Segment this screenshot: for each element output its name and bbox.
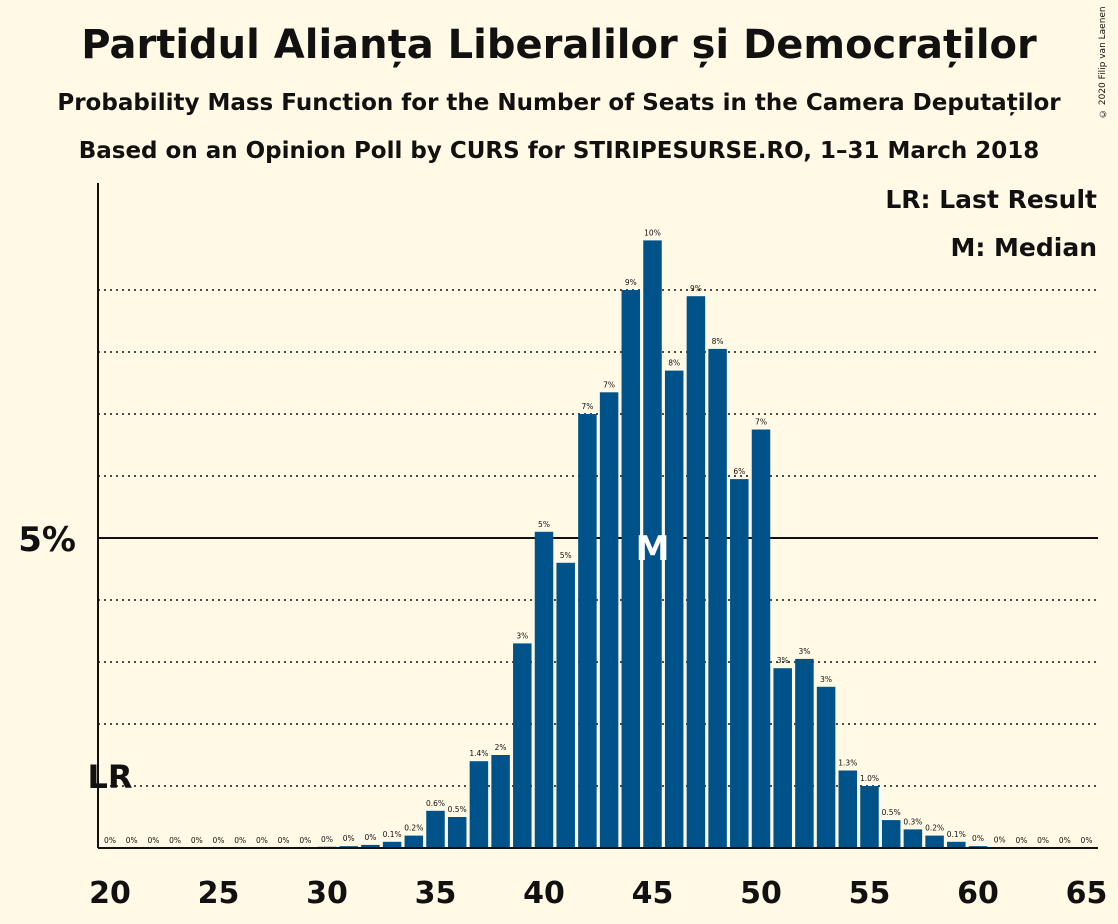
bar-value-label: 0.1%: [947, 830, 966, 839]
x-tick-label: 25: [198, 876, 240, 911]
bar-seats-54: [838, 770, 858, 848]
legend-last-result: LR: Last Result: [885, 185, 1097, 214]
bar-value-label: 9%: [625, 278, 637, 287]
bar-value-label: 0.6%: [426, 799, 445, 808]
x-tick-label: 55: [849, 876, 891, 911]
bar-value-label: 8%: [712, 337, 724, 346]
x-tick-label: 20: [89, 876, 131, 911]
bar-seats-50: [751, 429, 771, 848]
chart-subtitle: Probability Mass Function for the Number…: [57, 90, 1061, 116]
bar-value-label: 1.3%: [838, 759, 857, 768]
x-tick-labels: 20 25 30 35 40 45 50 55 60 65: [89, 876, 1107, 911]
median-marker: M: [636, 529, 670, 569]
bar-seats-43: [599, 392, 619, 848]
bar-value-label: 0%: [1015, 836, 1027, 845]
bar-labels: 0% 0% 0% 0% 0% 0% 0% 0% 0% 0% 0% 0% 0% 0.1%0.2%0.6%0.…: [104, 228, 1092, 845]
bar-value-label: 0%: [1081, 836, 1093, 845]
bar-value-label: 5%: [560, 551, 572, 560]
bar-value-label: 0%: [191, 836, 203, 845]
bar-value-label: 0%: [169, 836, 181, 845]
bar-value-label: 8%: [668, 359, 680, 368]
bar-value-label: 0%: [213, 836, 225, 845]
bar-value-label: 0.5%: [448, 805, 467, 814]
bar-seats-55: [860, 786, 879, 848]
bar-value-label: 10%: [644, 228, 661, 237]
bar-seats-38: [491, 755, 510, 848]
bar-seats-37: [469, 761, 489, 848]
bar-value-label: 0.5%: [882, 808, 901, 817]
bar-seats-42: [578, 414, 597, 848]
bar-seats-59: [947, 841, 966, 848]
bar-value-label: 0%: [972, 834, 984, 843]
bar-seats-52: [795, 658, 814, 848]
bar-seats-46: [664, 370, 684, 848]
bar-value-label: 9%: [690, 284, 702, 293]
bar-seats-58: [925, 835, 944, 848]
x-tick-label: 50: [740, 876, 782, 911]
chart-source-line: Based on an Opinion Poll by CURS for STI…: [78, 138, 1040, 164]
overlay: LR M LR: Last Result M: Median: [87, 185, 1097, 796]
legend-median: M: Median: [950, 233, 1097, 262]
x-tick-label: 65: [1066, 876, 1108, 911]
bar-value-label: 0%: [364, 833, 376, 842]
bar-value-label: 0%: [147, 836, 159, 845]
bar-seats-32: [361, 844, 380, 848]
bar-seats-51: [773, 668, 792, 848]
bar-value-label: 0%: [256, 836, 268, 845]
bar-value-label: 0%: [1037, 836, 1049, 845]
bar-seats-48: [708, 348, 727, 848]
bar-value-label: 0%: [299, 836, 311, 845]
grid-lines: [98, 289, 1098, 787]
bar-value-label: 0%: [126, 836, 138, 845]
bar-value-label: 0%: [1059, 836, 1071, 845]
bar-seats-45: [643, 240, 662, 848]
last-result-marker: LR: [87, 758, 132, 796]
bar-value-label: 0.2%: [925, 824, 944, 833]
bar-value-label: 7%: [581, 402, 593, 411]
bar-value-label: 6%: [733, 467, 745, 476]
x-tick-label: 35: [415, 876, 457, 911]
bar-value-label: 1.4%: [469, 749, 488, 758]
bar-value-label: 5%: [538, 520, 550, 529]
bars: [317, 240, 1009, 848]
axes: 5%: [18, 183, 1098, 849]
bar-seats-49: [730, 479, 749, 848]
bar-value-label: 3%: [516, 631, 528, 640]
bar-seats-53: [816, 686, 836, 848]
bar-value-label: 2%: [495, 743, 507, 752]
bar-value-label: 0%: [278, 836, 290, 845]
bar-value-label: 0.1%: [383, 830, 402, 839]
bar-value-label: 3%: [798, 647, 810, 656]
bar-value-label: 1.0%: [860, 774, 879, 783]
bar-value-label: 3%: [777, 656, 789, 665]
y-tick-label-5pct: 5%: [18, 520, 76, 560]
bar-seats-40: [534, 531, 554, 848]
bar-seats-34: [404, 835, 424, 848]
x-tick-label: 45: [632, 876, 674, 911]
bar-value-label: 0%: [994, 835, 1006, 844]
x-tick-label: 40: [523, 876, 565, 911]
bar-value-label: 0.2%: [404, 824, 423, 833]
bar-seats-47: [686, 296, 706, 848]
bar-value-label: 0%: [321, 835, 333, 844]
bar-value-label: 7%: [755, 418, 767, 427]
bar-value-label: 0%: [104, 836, 116, 845]
bar-seats-41: [556, 562, 575, 848]
bar-value-label: 7%: [603, 380, 615, 389]
bar-seats-35: [426, 810, 445, 848]
bar-seats-56: [881, 820, 901, 848]
chart-title: Partidul Alianța Liberalilor și Democraț…: [81, 22, 1037, 68]
bar-seats-57: [903, 829, 923, 848]
bar-seats-33: [382, 841, 402, 848]
bar-value-label: 0%: [234, 836, 246, 845]
bar-seats-39: [513, 643, 532, 848]
bar-value-label: 3%: [820, 675, 832, 684]
bar-seats-36: [447, 817, 467, 848]
bar-value-label: 0%: [343, 834, 355, 843]
bar-seats-44: [621, 290, 641, 848]
bar-value-label: 0.3%: [903, 817, 922, 826]
x-tick-label: 60: [957, 876, 999, 911]
x-tick-label: 30: [306, 876, 348, 911]
